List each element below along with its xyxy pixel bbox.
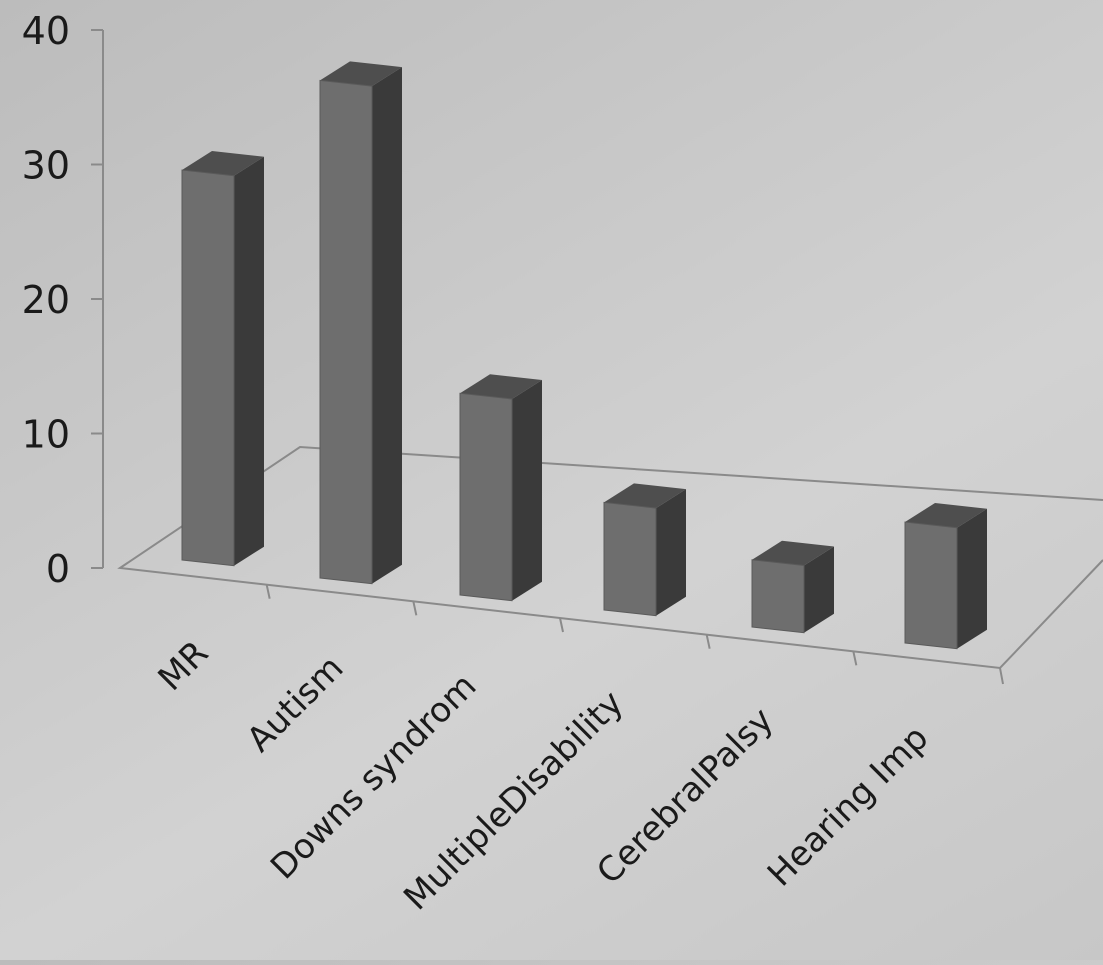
bar	[904, 503, 987, 650]
bars	[181, 61, 987, 650]
y-tick-label: 0	[46, 547, 70, 591]
bar-front	[181, 169, 235, 567]
bar-side	[656, 489, 686, 616]
y-tick-label: 10	[22, 413, 70, 457]
bar-side	[512, 380, 542, 601]
x-tick	[852, 651, 858, 666]
x-tick-label: MR	[151, 633, 217, 699]
x-tick-label: Hearing Imp	[760, 718, 936, 894]
bar-side	[957, 508, 987, 649]
bar	[319, 61, 402, 585]
bar-front	[603, 501, 657, 617]
floor-outline	[117, 445, 1103, 670]
bar-front	[459, 392, 513, 602]
bar-top	[182, 151, 264, 176]
bar-front	[751, 559, 805, 634]
x-tick	[559, 617, 564, 633]
x-tick-label: CerebralPalsy	[589, 700, 781, 892]
bar-top	[905, 503, 987, 528]
y-tick-label: 40	[22, 9, 70, 53]
bar	[603, 483, 686, 617]
bar	[459, 374, 542, 602]
bar-front	[319, 79, 373, 585]
bar-front	[904, 521, 958, 650]
bar-top	[320, 61, 402, 87]
x-tick-label: Autism	[239, 648, 351, 760]
axes	[91, 29, 1103, 685]
bar-side	[804, 546, 834, 633]
x-tick	[412, 601, 418, 616]
x-tick	[705, 634, 711, 649]
bar-side	[234, 156, 264, 566]
bar-top	[460, 374, 542, 399]
y-tick-label: 30	[22, 144, 70, 188]
bar	[181, 151, 264, 567]
bar-side	[372, 67, 402, 584]
y-tick-label: 20	[22, 278, 70, 322]
bar-top	[604, 483, 686, 509]
bar	[751, 540, 834, 634]
bar-top	[752, 540, 834, 566]
x-axis-end-tick	[999, 667, 1004, 685]
x-tick	[265, 584, 271, 599]
